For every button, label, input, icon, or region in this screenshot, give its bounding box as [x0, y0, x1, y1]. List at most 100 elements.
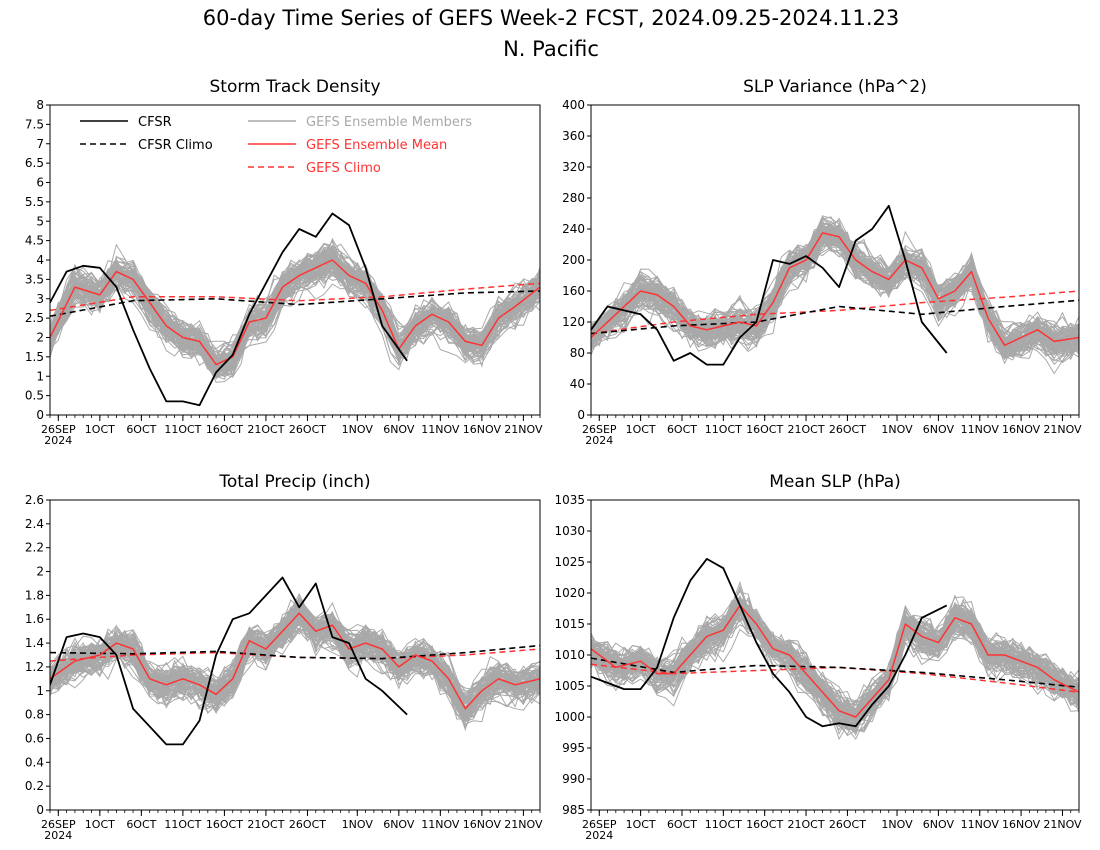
plot-frame	[49, 499, 541, 811]
gefs-ensemble-mean-line	[591, 604, 1079, 718]
x-tick-label: 6OCT	[667, 423, 697, 436]
x-tick-label: 6NOV	[923, 818, 955, 831]
ensemble-member-line	[50, 260, 540, 361]
cfsr-climo-line	[591, 657, 1079, 688]
chart-panel: SLP Variance (hPa^2) 0 40 80 120 160 200 240 280…	[562, 77, 1082, 447]
x-tick-label: 21NOV	[504, 818, 543, 831]
ensemble-member-line	[591, 604, 1079, 727]
x-year-label: 2024	[585, 829, 613, 842]
y-tick-label: 40	[570, 377, 585, 391]
legend-label: GEFS Climo	[306, 161, 381, 176]
gefs-ensemble-mean-line	[591, 232, 1079, 347]
plot-frame	[590, 104, 1080, 416]
y-tick-label: 1	[36, 684, 44, 698]
y-tick-label: 400	[562, 98, 585, 112]
x-tick-label: 26SEP	[582, 818, 617, 831]
x-tick-label: 21OCT	[247, 423, 284, 436]
x-tick-label: 1NOV	[881, 423, 913, 436]
x-tick-label: 21OCT	[788, 423, 825, 436]
x-tick-label: 16NOV	[1002, 423, 1041, 436]
x-tick-label: 1NOV	[342, 818, 374, 831]
y-tick-label: 0.6	[25, 731, 44, 745]
ensemble-members	[591, 580, 1079, 741]
x-tick-label: 26SEP	[41, 818, 76, 831]
x-tick-label: 6OCT	[126, 423, 156, 436]
y-tick-label: 7	[36, 137, 44, 151]
x-tick-label: 16OCT	[746, 818, 783, 831]
gefs-climo-line	[50, 648, 540, 662]
x-tick-label: 1OCT	[626, 818, 656, 831]
ensemble-member-line	[50, 259, 540, 370]
ensemble-member-line	[591, 609, 1079, 736]
x-tick-label: 11OCT	[164, 423, 201, 436]
ensemble-member-line	[591, 218, 1079, 364]
y-tick-label: 360	[562, 129, 585, 143]
x-tick-label: 6OCT	[667, 818, 697, 831]
x-tick-label: 11NOV	[961, 423, 1000, 436]
cfsr-line	[591, 558, 948, 728]
y-tick-label: 1.4	[25, 636, 44, 650]
chart-panel: Total Precip (inch) 0 0.2 0.4 0.6 0.8 1 1.2 1.4 1…	[25, 472, 543, 842]
ensemble-members	[50, 592, 540, 732]
x-tick-label: 16OCT	[746, 423, 783, 436]
legend-label: CFSR Climo	[138, 138, 213, 153]
y-tick-label: 1	[36, 369, 44, 383]
ensemble-members	[591, 215, 1079, 375]
plot-frame	[49, 104, 541, 416]
y-tick-label: 7.5	[25, 117, 44, 131]
x-tick-label: 26SEP	[582, 423, 617, 436]
y-tick-label: 990	[562, 772, 585, 786]
ensemble-member-line	[591, 232, 1079, 358]
x-tick-label: 16NOV	[463, 423, 502, 436]
x-tick-label: 26OCT	[289, 423, 326, 436]
chart-panel: Mean SLP (hPa) 985 990 995 1000 1005 1010 1015 1…	[554, 472, 1082, 842]
y-tick-label: 0.4	[25, 755, 44, 769]
y-tick-label: 2.6	[25, 493, 44, 507]
chart-panel: Storm Track Density 0 0.5 1 1.5 2 2.5 3 3.5 4 4.5 5…	[25, 77, 543, 447]
y-tick-label: 985	[562, 803, 585, 817]
x-tick-label: 1NOV	[881, 818, 913, 831]
ensemble-member-line	[50, 616, 540, 699]
y-tick-label: 6.5	[25, 156, 44, 170]
y-tick-label: 0	[577, 408, 585, 422]
ensemble-member-line	[50, 243, 540, 370]
cfsr-climo-line	[50, 644, 540, 660]
x-tick-label: 11NOV	[961, 818, 1000, 831]
x-tick-label: 21OCT	[247, 818, 284, 831]
x-tick-label: 1NOV	[342, 423, 374, 436]
legend-label: GEFS Ensemble Members	[306, 115, 472, 130]
x-tick-label: 11NOV	[421, 423, 460, 436]
y-tick-label: 2.4	[25, 517, 44, 531]
y-tick-label: 1.6	[25, 612, 44, 626]
x-tick-label: 16OCT	[206, 423, 243, 436]
x-tick-label: 26OCT	[829, 818, 866, 831]
y-tick-label: 1.2	[25, 660, 44, 674]
y-tick-label: 240	[562, 222, 585, 236]
y-tick-label: 1015	[554, 617, 585, 631]
y-tick-label: 8	[36, 98, 44, 112]
y-tick-label: 2	[36, 565, 44, 579]
panel-title: Storm Track Density	[209, 77, 380, 97]
y-tick-label: 6	[36, 176, 44, 190]
y-tick-label: 1025	[554, 555, 585, 569]
ensemble-member-line	[50, 617, 540, 721]
y-tick-label: 5.5	[25, 195, 44, 209]
ensemble-members	[50, 237, 540, 383]
cfsr-climo-line	[50, 290, 540, 317]
legend-label: CFSR	[138, 115, 172, 130]
y-tick-label: 80	[570, 346, 585, 360]
ensemble-member-line	[591, 226, 1079, 352]
y-tick-label: 4	[36, 253, 44, 267]
figure-title: 60-day Time Series of GEFS Week-2 FCST, …	[203, 6, 900, 30]
y-tick-label: 200	[562, 253, 585, 267]
x-tick-label: 21NOV	[1043, 818, 1082, 831]
y-tick-label: 1035	[554, 493, 585, 507]
ensemble-member-line	[50, 245, 540, 372]
y-tick-label: 0	[36, 803, 44, 817]
y-tick-label: 1005	[554, 679, 585, 693]
y-tick-label: 1010	[554, 648, 585, 662]
y-tick-label: 280	[562, 191, 585, 205]
ensemble-member-line	[591, 601, 1079, 717]
cfsr-line	[50, 576, 408, 746]
